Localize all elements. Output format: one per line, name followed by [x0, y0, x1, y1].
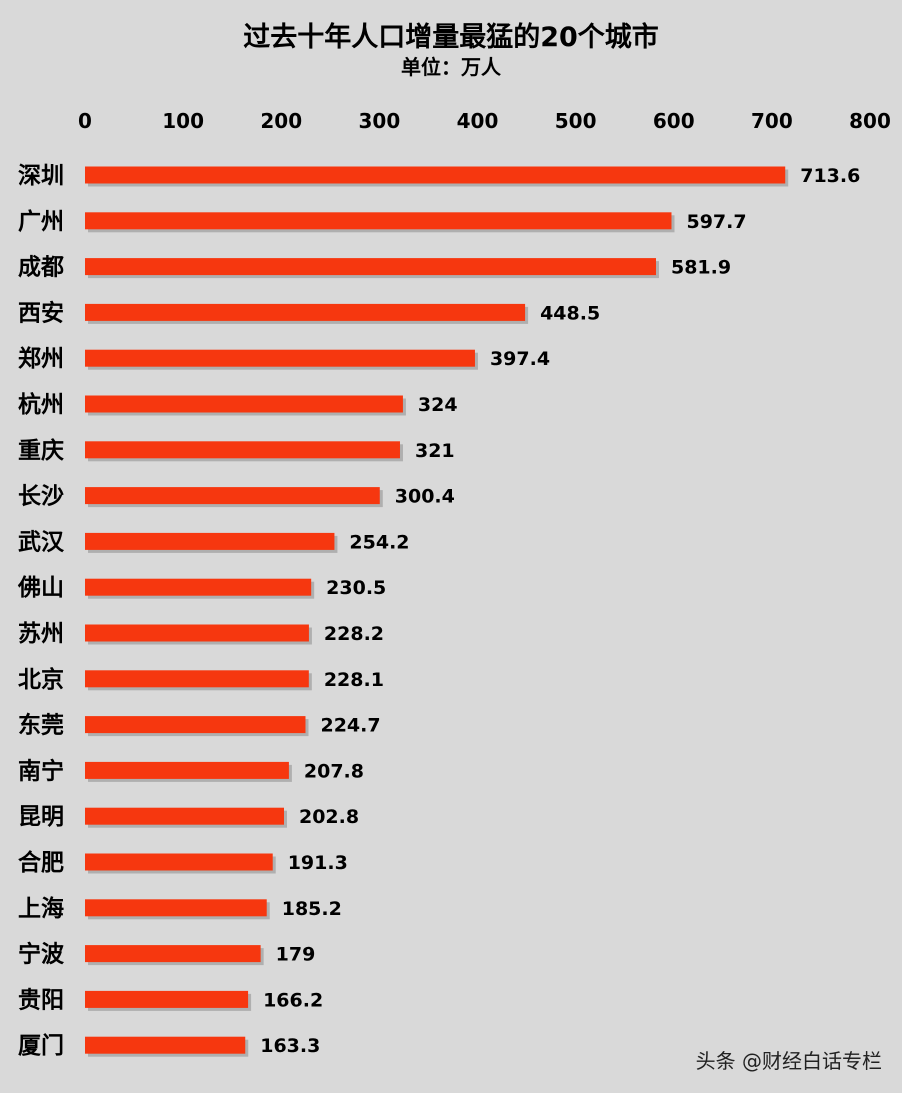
- bar: [85, 487, 380, 505]
- x-tick-label: 600: [653, 109, 695, 133]
- bar: [85, 212, 672, 230]
- category-label: 东莞: [18, 712, 64, 739]
- value-label: 597.7: [686, 211, 746, 233]
- bars: 深圳 713.6 广州 597.7 成都 581.9 西安 448.5 郑州 397.4 杭州 324…: [17, 163, 860, 1059]
- category-label: 合肥: [18, 849, 64, 876]
- x-axis-ticks: 0 100 200 300 400 500 600 700 800: [78, 109, 891, 133]
- category-label: 北京: [18, 666, 64, 693]
- bar: [85, 990, 249, 1008]
- category-label: 深圳: [18, 163, 64, 189]
- x-tick-label: 300: [359, 109, 401, 133]
- category-label: 贵阳: [18, 987, 64, 1013]
- category-label: 武汉: [18, 529, 65, 555]
- bar: [85, 853, 273, 871]
- chart-subtitle: 单位：万人: [401, 55, 502, 79]
- x-tick-label: 0: [78, 109, 92, 133]
- value-label: 230.5: [326, 577, 386, 599]
- bar: [85, 441, 400, 459]
- value-label: 202.8: [299, 806, 359, 828]
- bar: [85, 166, 786, 184]
- value-label: 300.4: [395, 486, 455, 508]
- bar: [85, 532, 335, 550]
- value-label: 321: [415, 440, 455, 462]
- bar: [85, 761, 289, 779]
- value-label: 448.5: [540, 302, 600, 324]
- bar: [85, 716, 306, 734]
- value-label: 166.2: [263, 989, 323, 1011]
- watermark: 头条 @财经白话专栏: [696, 1049, 882, 1073]
- category-label: 广州: [18, 208, 64, 235]
- value-label: 324: [418, 394, 458, 416]
- value-label: 224.7: [320, 715, 380, 737]
- category-label: 长沙: [18, 484, 64, 510]
- category-label: 杭州: [18, 391, 64, 418]
- chart-title: 过去十年人口增量最猛的20个城市: [243, 21, 659, 53]
- bar: [85, 670, 309, 688]
- category-label: 厦门: [18, 1032, 64, 1059]
- value-label: 207.8: [304, 760, 364, 782]
- x-tick-label: 200: [260, 109, 302, 133]
- bar: [85, 303, 526, 321]
- bar: [85, 395, 403, 413]
- value-label: 185.2: [282, 898, 342, 920]
- x-tick-label: 800: [849, 109, 891, 133]
- x-tick-label: 400: [457, 109, 499, 133]
- value-label: 228.2: [324, 623, 384, 645]
- bar: [85, 945, 261, 963]
- x-tick-label: 500: [555, 109, 597, 133]
- value-label: 191.3: [288, 852, 348, 874]
- category-label: 重庆: [18, 437, 64, 464]
- value-label: 228.1: [324, 669, 384, 691]
- value-label: 397.4: [490, 348, 550, 370]
- value-label: 163.3: [260, 1035, 320, 1057]
- value-label: 713.6: [800, 165, 860, 187]
- bar: [85, 899, 267, 917]
- bar: [85, 624, 309, 642]
- bar: [85, 258, 656, 276]
- value-label: 179: [276, 944, 316, 966]
- bar: [85, 349, 475, 367]
- category-label: 郑州: [18, 346, 64, 372]
- x-tick-label: 700: [751, 109, 793, 133]
- value-label: 581.9: [671, 257, 731, 279]
- category-label: 成都: [18, 255, 64, 281]
- category-label: 上海: [18, 895, 64, 922]
- bar: [85, 807, 284, 825]
- x-tick-label: 100: [162, 109, 204, 133]
- category-label: 宁波: [18, 941, 65, 968]
- bar: [85, 1036, 246, 1054]
- category-label: 西安: [18, 299, 64, 326]
- category-label: 苏州: [18, 621, 64, 647]
- category-label: 佛山: [17, 575, 64, 601]
- bar: [85, 578, 312, 596]
- category-label: 南宁: [18, 757, 64, 784]
- value-label: 254.2: [349, 531, 409, 553]
- category-label: 昆明: [18, 804, 64, 830]
